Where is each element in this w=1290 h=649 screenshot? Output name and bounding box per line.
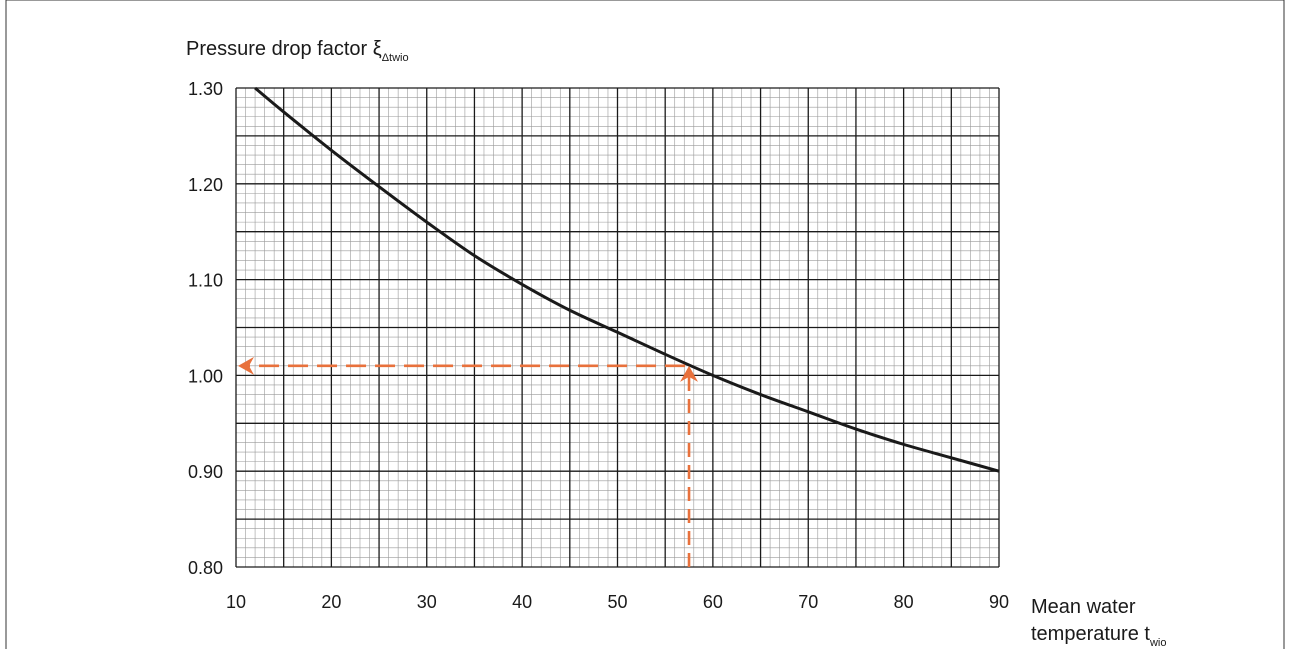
y-tick-label: 0.90 bbox=[188, 462, 223, 482]
y-tick-label: 1.10 bbox=[188, 271, 223, 291]
y-tick-label: 1.20 bbox=[188, 175, 223, 195]
annotation-layer bbox=[238, 356, 699, 567]
y-axis-label-subscript: Δtwio bbox=[382, 52, 409, 64]
annotation-arrowhead-left bbox=[238, 356, 254, 375]
y-tick-label: 1.30 bbox=[188, 79, 223, 99]
y-tick-label: 0.80 bbox=[188, 558, 223, 578]
x-tick-label: 20 bbox=[321, 592, 341, 612]
y-axis-label: Pressure drop factor ξΔtwio bbox=[186, 38, 409, 64]
series-line-0 bbox=[254, 86, 1000, 473]
curve-layer bbox=[254, 86, 1000, 473]
x-tick-label: 90 bbox=[989, 592, 1009, 612]
x-tick-label: 70 bbox=[798, 592, 818, 612]
x-tick-label: 60 bbox=[703, 592, 723, 612]
tick-labels: 0.80 0.90 1.00 1.10 1.20 1.30 10 20 30 40 50 60 70 80… bbox=[188, 79, 1009, 612]
x-axis-label-main: temperature t bbox=[1031, 623, 1150, 645]
y-axis-label-main: Pressure drop factor ξ bbox=[186, 38, 382, 60]
y-tick-label: 1.00 bbox=[188, 366, 223, 386]
major-grid bbox=[235, 87, 1000, 568]
chart-border bbox=[5, 0, 1285, 649]
x-tick-label: 80 bbox=[894, 592, 914, 612]
x-tick-label: 50 bbox=[607, 592, 627, 612]
x-axis-label-subscript: wio bbox=[1149, 637, 1167, 649]
x-axis-label-line1: Mean water bbox=[1031, 596, 1136, 618]
x-tick-label: 30 bbox=[417, 592, 437, 612]
annotation-arrowhead-up bbox=[680, 365, 699, 382]
x-tick-label: 10 bbox=[226, 592, 246, 612]
x-tick-label: 40 bbox=[512, 592, 532, 612]
x-axis-label-line2: temperature twio bbox=[1031, 623, 1166, 649]
